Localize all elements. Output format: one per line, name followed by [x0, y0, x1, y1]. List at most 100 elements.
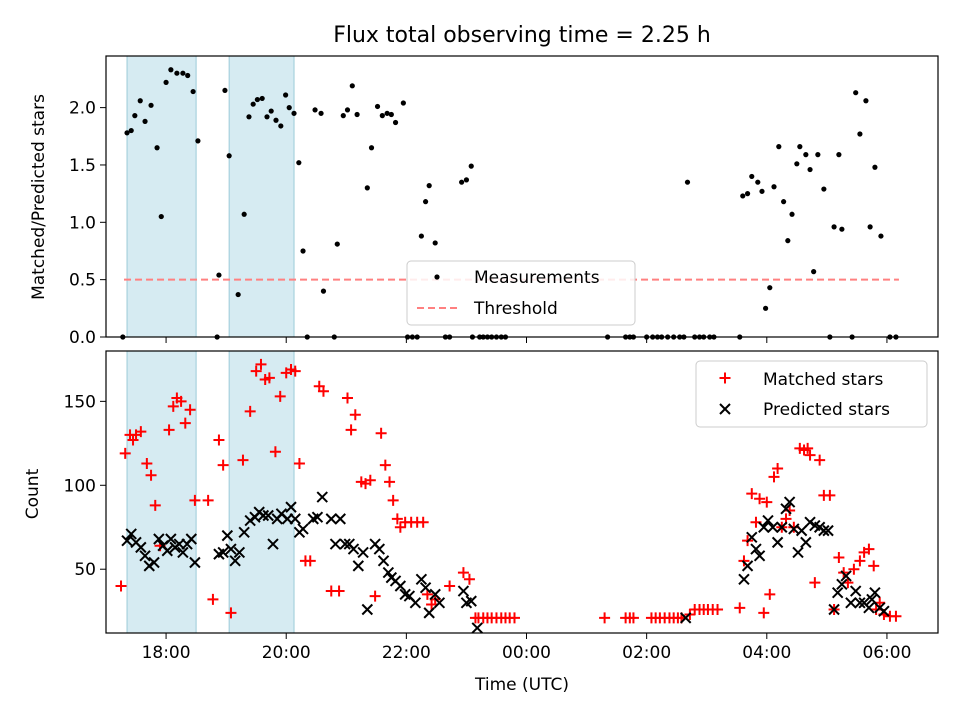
matched-stars-point	[317, 385, 329, 397]
predicted-stars-point	[325, 513, 337, 525]
matched-stars-point	[804, 449, 816, 461]
measurement-point	[785, 238, 791, 244]
y-tick-label: 1.0	[69, 213, 96, 233]
predicted-stars-point	[792, 546, 804, 559]
legend-predicted-label: Predicted stars	[763, 400, 890, 420]
measurement-point	[154, 145, 160, 151]
matched-stars-point	[784, 504, 796, 516]
predicted-stars-point	[767, 521, 779, 533]
matched-stars-point	[854, 555, 866, 567]
matched-stars-point	[184, 404, 196, 416]
measurement-point	[300, 248, 306, 254]
matched-stars-point	[179, 417, 191, 429]
matched-stars-point	[758, 607, 770, 619]
predicted-stars-point	[352, 560, 365, 572]
predicted-stars-point	[822, 524, 834, 537]
measurement-point	[250, 101, 256, 107]
predicted-stars-point	[267, 538, 279, 550]
predicted-stars-point	[849, 585, 862, 597]
measurement-point	[740, 193, 746, 199]
predicted-stars-point	[863, 602, 875, 614]
measurement-point	[388, 111, 394, 118]
predicted-stars-point	[776, 521, 788, 533]
chart-title: Flux total observing time = 2.25 h	[333, 23, 711, 48]
matched-stars-point	[145, 469, 157, 481]
measurement-point	[863, 98, 869, 104]
x-tick-label: 20:00	[262, 643, 311, 663]
matched-stars-point	[364, 474, 376, 486]
matched-stars-point	[289, 365, 301, 377]
measurement-point	[340, 113, 346, 119]
matched-stars-point	[341, 392, 353, 404]
matched-stars-point	[417, 516, 429, 528]
matched-stars-point	[135, 426, 147, 438]
measurement-point	[684, 179, 691, 185]
matched-stars-point	[824, 489, 836, 501]
matched-stars-point	[149, 499, 161, 511]
measurement-point	[878, 233, 884, 239]
measurement-point	[771, 184, 777, 190]
x-tick-label: 04:00	[742, 643, 791, 663]
measurement-point	[767, 285, 773, 291]
measurement-point	[418, 233, 424, 239]
matched-stars-point	[213, 434, 225, 446]
measurement-point	[124, 130, 130, 136]
observing-window-shade	[126, 55, 197, 338]
y-tick-label: 150	[64, 392, 96, 412]
predicted-stars-point	[804, 516, 816, 528]
predicted-stars-point	[409, 597, 422, 609]
measurement-point	[264, 114, 270, 120]
measurement-point	[291, 110, 297, 116]
predicted-stars-point	[471, 622, 483, 634]
matched-stars-point	[772, 463, 784, 474]
matched-stars-point	[237, 454, 249, 466]
legend-predicted-marker	[719, 403, 731, 415]
measurement-point	[803, 152, 809, 158]
measurement-point	[283, 92, 289, 98]
measurement-point	[222, 87, 228, 94]
predicted-stars-point	[753, 550, 766, 562]
predicted-stars-point	[185, 533, 198, 545]
predicted-stars-point	[394, 580, 407, 592]
matched-stars-point	[712, 604, 724, 615]
matched-stars-point	[890, 610, 902, 622]
predicted-stars-point	[840, 570, 852, 582]
predicted-stars-point	[828, 603, 840, 616]
ratio-plot-frame	[105, 55, 939, 338]
predicted-stars-point	[800, 536, 812, 549]
matched-stars-point	[457, 567, 469, 579]
predicted-stars-point	[780, 503, 792, 515]
matched-stars-point	[119, 447, 131, 459]
matched-stars-point	[863, 543, 875, 555]
matched-stars-point	[802, 442, 814, 454]
measurement-point	[426, 183, 432, 189]
predicted-stars-point	[771, 536, 784, 549]
measurement-point	[163, 79, 169, 85]
matched-stars-point	[814, 454, 826, 466]
measurement-point	[349, 83, 355, 89]
predicted-stars-point	[233, 546, 246, 559]
matched-stars-point	[304, 555, 316, 567]
legend-measurements-marker	[434, 274, 440, 280]
predicted-stars-point	[329, 538, 342, 550]
measurement-point	[148, 102, 154, 108]
predicted-stars-point	[165, 533, 177, 545]
measurement-point	[811, 269, 817, 275]
predicted-stars-point	[217, 546, 229, 559]
measurement-point	[174, 70, 180, 76]
matched-stars-point	[833, 551, 845, 563]
y-tick-label: 50	[74, 560, 96, 580]
measurement-point	[797, 144, 803, 150]
measurement-point	[422, 199, 429, 205]
measurement-point	[226, 153, 232, 159]
measurement-point	[776, 144, 782, 150]
measurement-point	[334, 241, 340, 247]
predicted-stars-point	[831, 587, 844, 599]
matched-stars-point	[333, 585, 345, 597]
predicted-stars-point	[153, 533, 165, 545]
matched-stars-point	[738, 555, 750, 567]
predicted-stars-point	[316, 491, 328, 503]
measurement-point	[185, 72, 191, 79]
measurement-point	[286, 105, 292, 111]
y-tick-label: 100	[64, 476, 96, 496]
